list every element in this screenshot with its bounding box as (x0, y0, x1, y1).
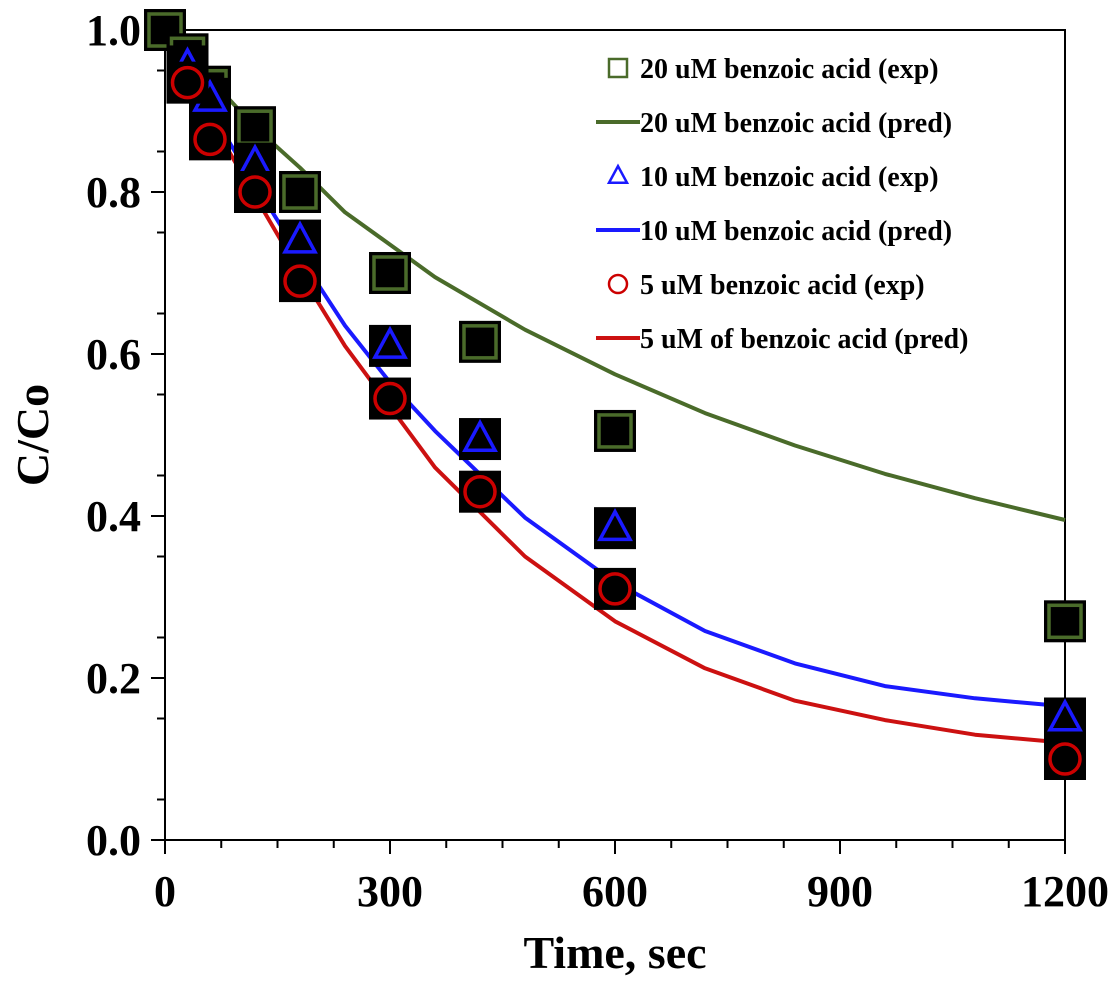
legend-label: 5 uM of benzoic acid (pred) (640, 324, 968, 355)
data-point (283, 264, 317, 298)
data-point (372, 255, 408, 291)
data-point (282, 174, 318, 210)
x-axis: 0 300 600 900 1200 (154, 840, 1109, 916)
data-point (1048, 742, 1082, 776)
x-tick-label: 300 (357, 867, 423, 916)
legend-label: 10 uM benzoic acid (exp) (640, 162, 939, 193)
x-tick-label: 0 (154, 867, 176, 916)
y-axis: 0.0 0.2 0.4 0.6 0.8 1.0 (86, 6, 165, 865)
x-axis-title: Time, sec (523, 927, 706, 978)
x-tick-label: 600 (582, 867, 648, 916)
data-point (598, 572, 632, 606)
legend-label: 20 uM benzoic acid (exp) (640, 54, 939, 85)
y-tick-label: 0.0 (86, 816, 141, 865)
x-tick-label: 900 (807, 867, 873, 916)
y-tick-label: 0.4 (86, 492, 141, 541)
legend-label: 10 uM benzoic acid (pred) (640, 216, 952, 247)
data-point (373, 381, 407, 416)
legend-marker (607, 57, 629, 79)
data-point (193, 122, 227, 157)
data-point (1047, 698, 1083, 732)
data-point (372, 325, 408, 359)
data-point (237, 109, 273, 145)
data-point (282, 220, 318, 254)
data-point (597, 507, 633, 542)
legend-marker (606, 163, 630, 184)
data-point (463, 474, 497, 509)
data-point (462, 324, 498, 360)
data-point (597, 413, 633, 449)
legend: 20 uM benzoic acid (exp) 20 uM benzoic ac… (596, 54, 968, 355)
y-tick-label: 0.6 (86, 330, 141, 379)
y-axis-title: C/Co (7, 384, 58, 486)
y-tick-label: 1.0 (86, 6, 141, 55)
data-point (170, 65, 205, 100)
legend-marker (607, 273, 629, 295)
legend-label: 5 uM benzoic acid (exp) (640, 270, 925, 301)
data-point (147, 12, 183, 48)
experimental-markers (144, 9, 1086, 780)
legend-label: 20 uM benzoic acid (pred) (640, 108, 952, 139)
data-point (462, 418, 498, 453)
y-tick-label: 0.2 (86, 654, 141, 703)
x-tick-label: 1200 (1021, 867, 1109, 916)
y-tick-label: 0.8 (86, 168, 141, 217)
data-point (238, 175, 272, 209)
data-point (1047, 603, 1083, 640)
